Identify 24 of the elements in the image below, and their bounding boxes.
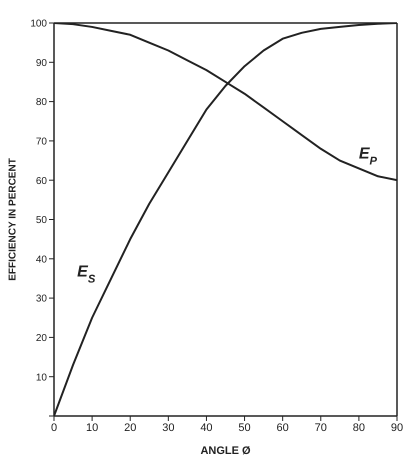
y-tick-label: 50 xyxy=(36,215,48,226)
x-tick-label: 0 xyxy=(50,422,58,434)
y-tick-label: 90 xyxy=(36,58,48,69)
y-tick-label: 60 xyxy=(36,176,48,187)
x-tick-label: 50 xyxy=(238,422,251,434)
y-tick-label: 40 xyxy=(36,254,48,266)
y-tick-label: 20 xyxy=(36,332,48,344)
y-tick-label: 10 xyxy=(36,372,48,384)
x-tick-label: 80 xyxy=(352,422,366,434)
series-label: E$_{P}$ xyxy=(358,145,378,168)
y-tick-label: 80 xyxy=(36,97,48,108)
x-tick-label: 40 xyxy=(200,422,213,434)
x-tick-label: 70 xyxy=(314,422,327,434)
x-axis-title: ANGLE Ø xyxy=(200,445,251,457)
x-tick-label: 10 xyxy=(86,422,98,434)
x-tick-label: 60 xyxy=(276,422,289,434)
x-tick-label: 20 xyxy=(124,422,136,434)
y-tick-label: 100 xyxy=(30,18,48,30)
y-tick-label: 30 xyxy=(36,294,48,305)
y-axis-title: EFFICIENCY IN PERCENT xyxy=(8,158,19,281)
series-label: E$_{S}$ xyxy=(77,263,96,286)
y-tick-label: 70 xyxy=(36,136,48,148)
x-tick-label: 30 xyxy=(162,422,174,434)
x-tick-label: 90 xyxy=(390,422,404,434)
